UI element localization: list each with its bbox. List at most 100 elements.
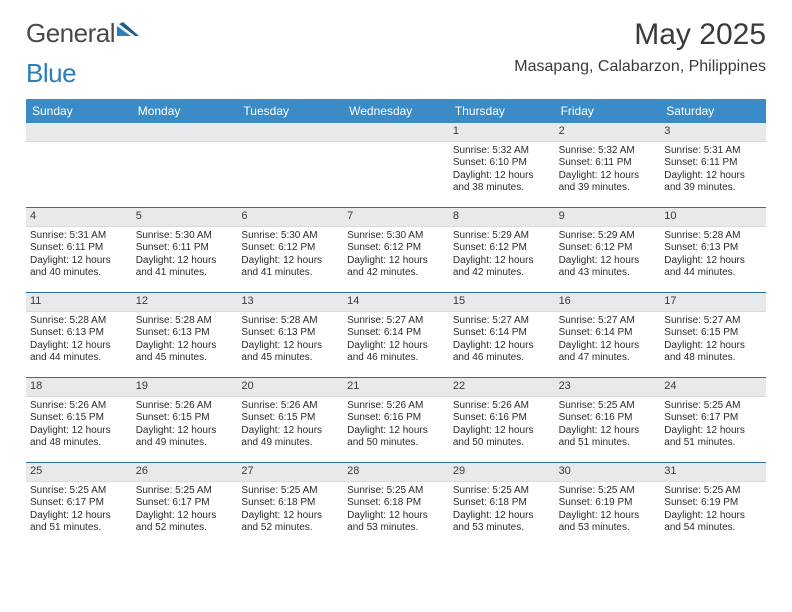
daylight-line: Daylight: 12 hours and 41 minutes. <box>241 255 339 280</box>
day-number: 28 <box>343 463 449 481</box>
cell-body: Sunrise: 5:28 AMSunset: 6:13 PMDaylight:… <box>237 312 343 369</box>
sunrise-line: Sunrise: 5:27 AM <box>453 315 551 328</box>
sunrise-line: Sunrise: 5:25 AM <box>559 485 657 498</box>
cell-body <box>132 142 238 149</box>
daylight-line: Daylight: 12 hours and 53 minutes. <box>559 510 657 535</box>
calendar-cell: 26Sunrise: 5:25 AMSunset: 6:17 PMDayligh… <box>132 463 238 547</box>
day-number: 20 <box>237 378 343 396</box>
calendar-cell: 14Sunrise: 5:27 AMSunset: 6:14 PMDayligh… <box>343 293 449 377</box>
daynum-bar: 10 <box>660 208 766 227</box>
sunrise-line: Sunrise: 5:28 AM <box>30 315 128 328</box>
calendar-cell: 28 Sunrise: 5:25 AMSunset: 6:18 PMDayligh… <box>343 463 449 547</box>
daynum-bar: 16 <box>555 293 661 312</box>
daynum-bar: 21 <box>343 378 449 397</box>
calendar-cell: 11Sunrise: 5:28 AMSunset: 6:13 PMDayligh… <box>26 293 132 377</box>
daynum-bar <box>343 123 449 142</box>
calendar-cell: 8Sunrise: 5:29 AMSunset: 6:12 PMDaylight… <box>449 208 555 292</box>
daylight-line: Daylight: 12 hours and 49 minutes. <box>241 425 339 450</box>
daylight-line: Daylight: 12 hours and 48 minutes. <box>664 340 762 365</box>
cell-body: Sunrise: 5:25 AMSunset: 6:17 PMDaylight:… <box>660 397 766 454</box>
sunrise-line: Sunrise: 5:25 AM <box>664 400 762 413</box>
daynum-bar: 15 <box>449 293 555 312</box>
calendar-cell: 20Sunrise: 5:26 AMSunset: 6:15 PMDayligh… <box>237 378 343 462</box>
cell-body: Sunrise: 5:25 AMSunset: 6:18 PMDaylight:… <box>449 482 555 539</box>
daynum-bar: 28 <box>343 463 449 482</box>
cell-body: Sunrise: 5:32 AMSunset: 6:11 PMDaylight:… <box>555 142 661 199</box>
calendar-cell: 3Sunrise: 5:31 AMSunset: 6:11 PMDaylight… <box>660 123 766 207</box>
calendar-cell: 27Sunrise: 5:25 AMSunset: 6:18 PMDayligh… <box>237 463 343 547</box>
daylight-line: Daylight: 12 hours and 38 minutes. <box>453 170 551 195</box>
daylight-line: Daylight: 12 hours and 42 minutes. <box>453 255 551 280</box>
calendar-cell: 24Sunrise: 5:25 AMSunset: 6:17 PMDayligh… <box>660 378 766 462</box>
day-number: 6 <box>237 208 343 226</box>
calendar-cell: 5Sunrise: 5:30 AMSunset: 6:11 PMDaylight… <box>132 208 238 292</box>
calendar-cell: 9Sunrise: 5:29 AMSunset: 6:12 PMDaylight… <box>555 208 661 292</box>
day-number: 3 <box>660 123 766 141</box>
daylight-line: Daylight: 12 hours and 53 minutes. <box>347 510 445 535</box>
calendar-cell: 25Sunrise: 5:25 AMSunset: 6:17 PMDayligh… <box>26 463 132 547</box>
calendar-cell: 2Sunrise: 5:32 AMSunset: 6:11 PMDaylight… <box>555 123 661 207</box>
cell-body: Sunrise: 5:28 AMSunset: 6:13 PMDaylight:… <box>26 312 132 369</box>
daylight-line: Daylight: 12 hours and 39 minutes. <box>664 170 762 195</box>
dow-sunday: Sunday <box>26 99 132 123</box>
cell-body <box>237 142 343 149</box>
sunset-line: Sunset: 6:16 PM <box>453 412 551 425</box>
cell-body: Sunrise: 5:25 AMSunset: 6:17 PMDaylight:… <box>26 482 132 539</box>
daynum-bar: 12 <box>132 293 238 312</box>
daynum-bar: 6 <box>237 208 343 227</box>
month-title: May 2025 <box>514 18 766 52</box>
daynum-bar: 11 <box>26 293 132 312</box>
cell-body: Sunrise: 5:26 AMSunset: 6:16 PMDaylight:… <box>343 397 449 454</box>
cell-body: Sunrise: 5:26 AMSunset: 6:15 PMDaylight:… <box>237 397 343 454</box>
daylight-line: Daylight: 12 hours and 51 minutes. <box>30 510 128 535</box>
daynum-bar: 2 <box>555 123 661 142</box>
sunset-line: Sunset: 6:17 PM <box>136 497 234 510</box>
daynum-bar: 13 <box>237 293 343 312</box>
sunset-line: Sunset: 6:15 PM <box>664 327 762 340</box>
daylight-line: Daylight: 12 hours and 39 minutes. <box>559 170 657 195</box>
daylight-line: Daylight: 12 hours and 44 minutes. <box>664 255 762 280</box>
cell-body: Sunrise: 5:27 AMSunset: 6:14 PMDaylight:… <box>343 312 449 369</box>
sunrise-line: Sunrise: 5:26 AM <box>241 400 339 413</box>
sunrise-line: Sunrise: 5:32 AM <box>559 145 657 158</box>
day-number: 10 <box>660 208 766 226</box>
cell-body: Sunrise: 5:26 AMSunset: 6:15 PMDaylight:… <box>26 397 132 454</box>
daynum-bar: 25 <box>26 463 132 482</box>
sunset-line: Sunset: 6:14 PM <box>347 327 445 340</box>
daylight-line: Daylight: 12 hours and 50 minutes. <box>347 425 445 450</box>
calendar-cell: 22Sunrise: 5:26 AMSunset: 6:16 PMDayligh… <box>449 378 555 462</box>
day-number <box>343 123 449 141</box>
dow-thursday: Thursday <box>449 99 555 123</box>
sunrise-line: Sunrise: 5:25 AM <box>30 485 128 498</box>
daynum-bar: 14 <box>343 293 449 312</box>
calendar-cell: 13Sunrise: 5:28 AMSunset: 6:13 PMDayligh… <box>237 293 343 377</box>
sunset-line: Sunset: 6:18 PM <box>241 497 339 510</box>
sunset-line: Sunset: 6:14 PM <box>559 327 657 340</box>
calendar-cell: 30Sunrise: 5:25 AMSunset: 6:19 PMDayligh… <box>555 463 661 547</box>
cell-body <box>343 142 449 149</box>
sunset-line: Sunset: 6:13 PM <box>241 327 339 340</box>
daynum-bar: 9 <box>555 208 661 227</box>
day-number: 2 <box>555 123 661 141</box>
calendar-cell: 17Sunrise: 5:27 AMSunset: 6:15 PMDayligh… <box>660 293 766 377</box>
daynum-bar: 31 <box>660 463 766 482</box>
dow-friday: Friday <box>555 99 661 123</box>
daynum-bar: 8 <box>449 208 555 227</box>
calendar-cell: 21Sunrise: 5:26 AMSunset: 6:16 PMDayligh… <box>343 378 449 462</box>
day-number: 21 <box>343 378 449 396</box>
sunrise-line: Sunrise: 5:25 AM <box>347 485 445 498</box>
cell-body: Sunrise: 5:32 AMSunset: 6:10 PMDaylight:… <box>449 142 555 199</box>
calendar-cell: 1Sunrise: 5:32 AMSunset: 6:10 PMDaylight… <box>449 123 555 207</box>
calendar-cell <box>26 123 132 207</box>
calendar-week: 11Sunrise: 5:28 AMSunset: 6:13 PMDayligh… <box>26 293 766 378</box>
day-number: 5 <box>132 208 238 226</box>
sunset-line: Sunset: 6:18 PM <box>453 497 551 510</box>
daylight-line: Daylight: 12 hours and 49 minutes. <box>136 425 234 450</box>
daynum-bar: 4 <box>26 208 132 227</box>
daylight-line: Daylight: 12 hours and 46 minutes. <box>347 340 445 365</box>
sunset-line: Sunset: 6:18 PM <box>347 497 445 510</box>
day-number <box>132 123 238 141</box>
cell-body: Sunrise: 5:30 AMSunset: 6:12 PMDaylight:… <box>237 227 343 284</box>
sunrise-line: Sunrise: 5:27 AM <box>559 315 657 328</box>
sunrise-line: Sunrise: 5:31 AM <box>664 145 762 158</box>
